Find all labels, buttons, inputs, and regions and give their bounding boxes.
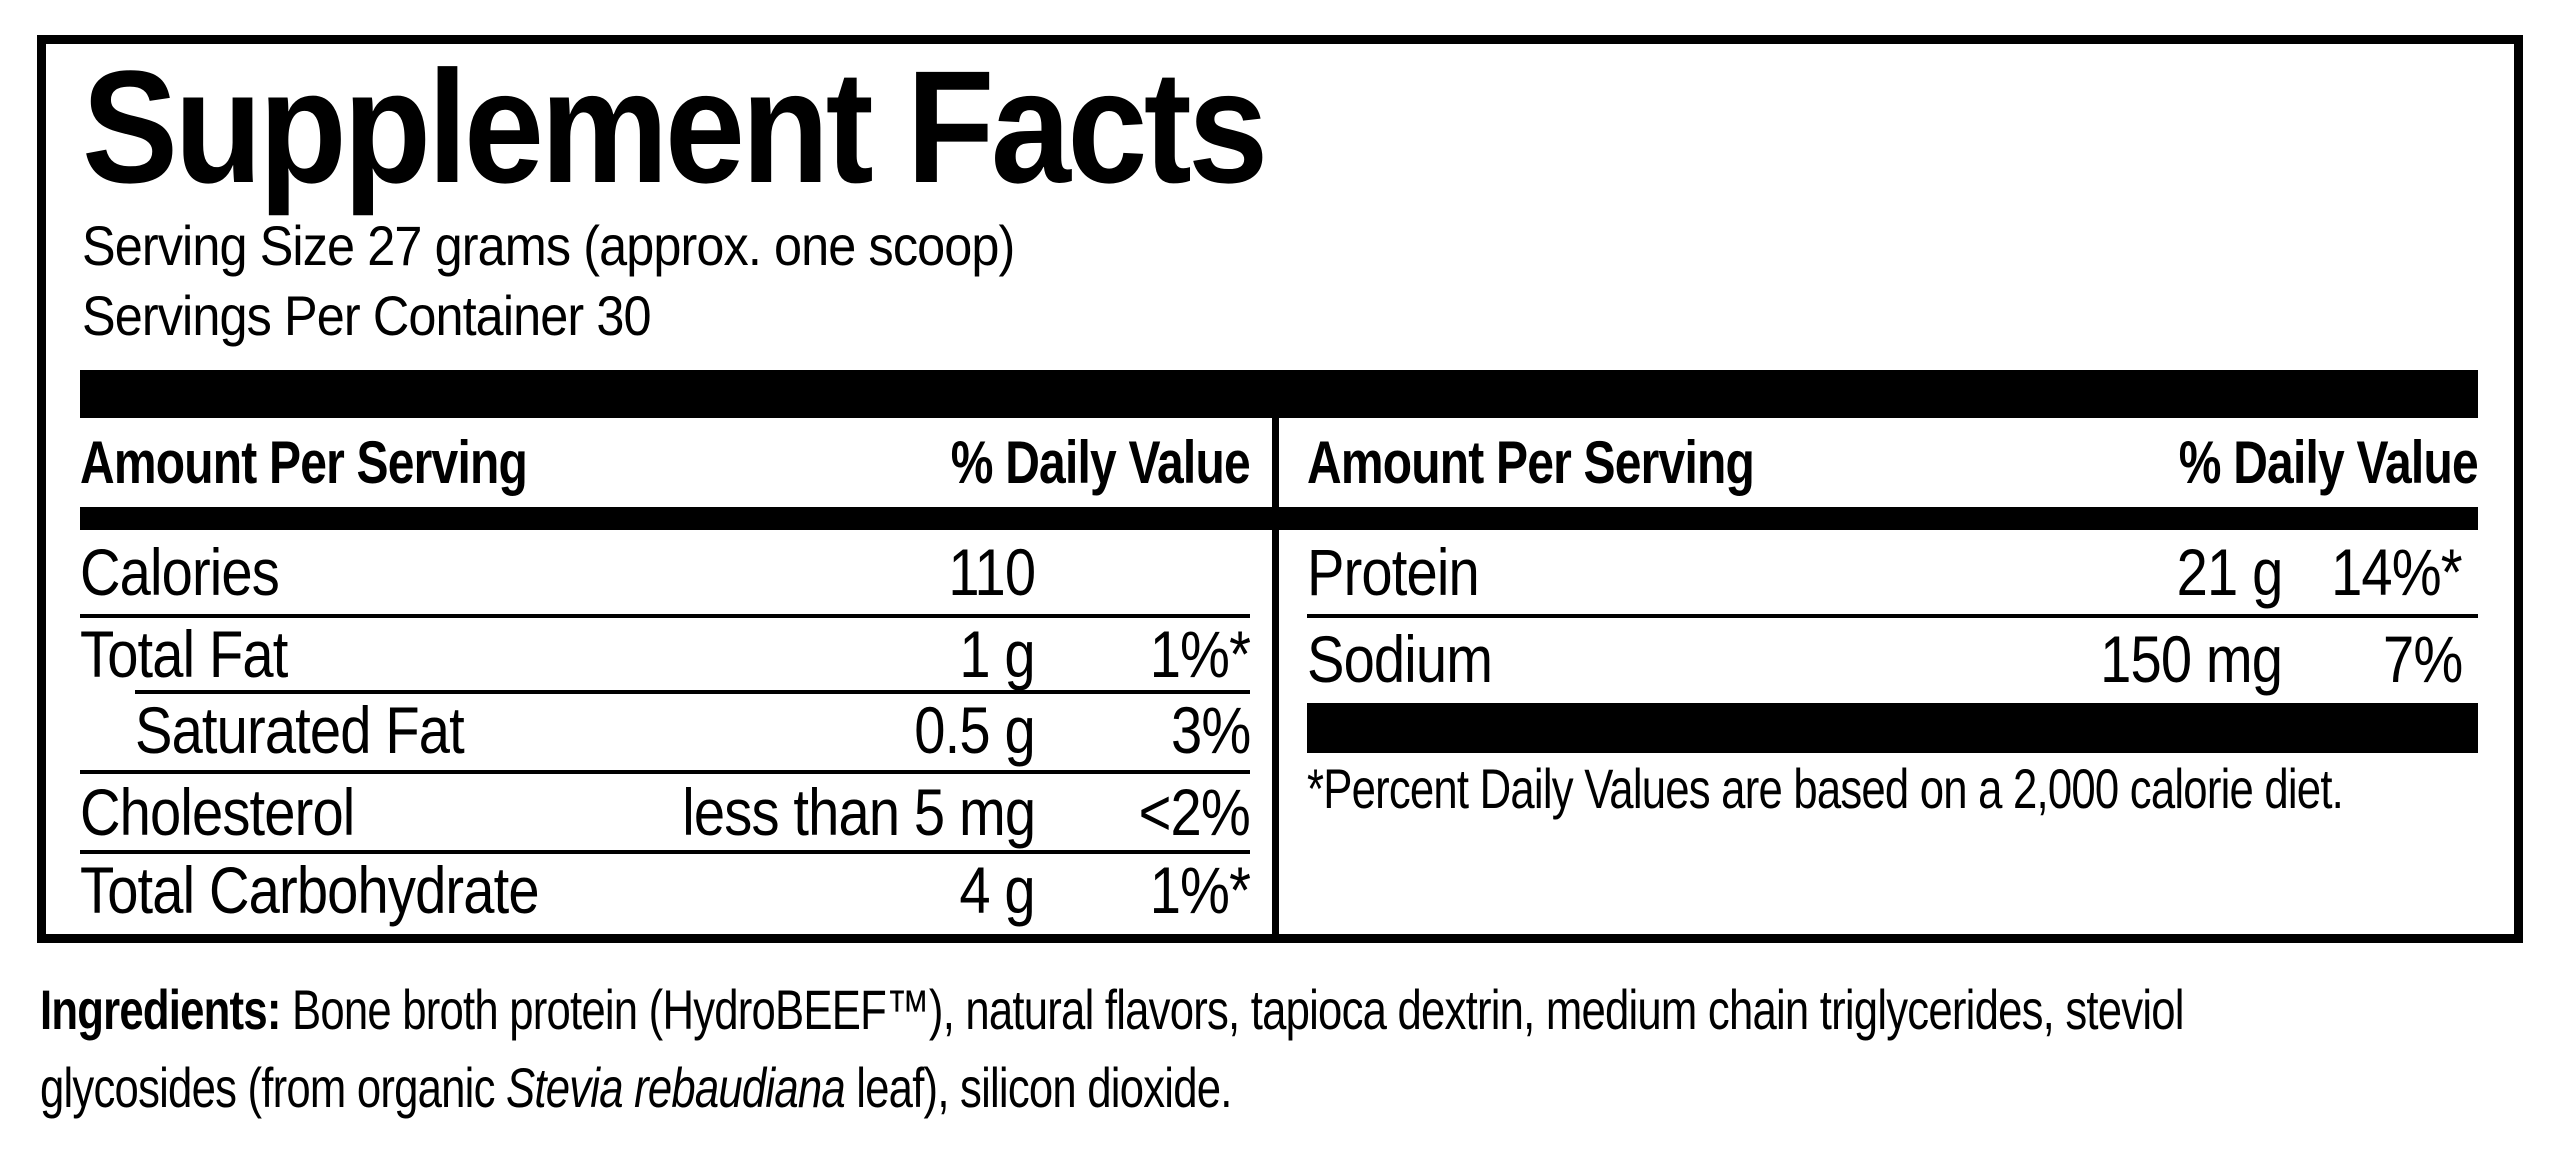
- ingredients-line-2: glycosides (from organic Stevia rebaudia…: [40, 1056, 1232, 1119]
- nutrient-dv: 14%*: [2331, 535, 2463, 609]
- top-black-bar: [80, 370, 2478, 418]
- column-divider: [1272, 418, 1279, 934]
- nutrient-row-total-carbohydrate: Total Carbohydrate 4 g 1%*: [80, 850, 1251, 927]
- ingredients-lead: Ingredients:: [40, 978, 281, 1041]
- nutrient-name: Saturated Fat: [135, 693, 465, 767]
- nutrient-name: Total Fat: [80, 617, 288, 691]
- nutrient-row-total-fat: Total Fat 1 g 1%*: [80, 614, 1251, 691]
- nutrient-amount: 150 mg: [2099, 622, 2283, 696]
- nutrient-amount: 4 g: [959, 853, 1036, 927]
- nutrient-amount: 21 g: [2176, 535, 2283, 609]
- nutrient-name: Calories: [80, 535, 280, 609]
- servings-per-container-line: Servings Per Container 30: [82, 284, 652, 347]
- daily-value-header: % Daily Value: [950, 429, 1251, 496]
- nutrient-row-sodium: Sodium 150 mg 7%: [1307, 614, 2478, 700]
- nutrient-dv: 1%*: [1149, 617, 1251, 691]
- serving-info: Serving Size 27 grams (approx. one scoop…: [82, 211, 1118, 351]
- nutrient-dv: 7%: [2382, 622, 2463, 696]
- amount-per-serving-header: Amount Per Serving: [80, 429, 528, 496]
- nutrient-dv: <2%: [1138, 775, 1251, 849]
- nutrient-amount: 110: [948, 535, 1036, 609]
- left-column-header: Amount Per Serving % Daily Value: [80, 418, 1251, 507]
- supplement-facts-panel: Supplement Facts Serving Size 27 grams (…: [37, 35, 2523, 943]
- nutrient-amount: less than 5 mg: [682, 775, 1036, 849]
- latin-species-name: Stevia rebaudiana: [506, 1056, 846, 1119]
- left-nutrition-column: Amount Per Serving % Daily Value Calorie…: [80, 418, 1251, 934]
- daily-value-footnote: *Percent Daily Values are based on a 2,0…: [1307, 757, 2344, 820]
- nutrient-amount: 0.5 g: [914, 693, 1035, 767]
- ingredients-line-1: Ingredients: Bone broth protein (HydroBE…: [40, 978, 2185, 1041]
- nutrient-amount: 1 g: [959, 617, 1036, 691]
- nutrition-columns: Amount Per Serving % Daily Value Calorie…: [80, 418, 2479, 934]
- header-underline-bar: [80, 507, 2478, 530]
- right-nutrition-column: Amount Per Serving % Daily Value Protein…: [1307, 418, 2479, 934]
- nutrient-name: Cholesterol: [80, 775, 355, 849]
- nutrient-dv: 3%: [1170, 693, 1251, 767]
- nutrient-name: Total Carbohydrate: [80, 853, 540, 927]
- nutrient-name: Sodium: [1307, 622, 1493, 696]
- daily-value-header: % Daily Value: [2178, 429, 2479, 496]
- amount-per-serving-header: Amount Per Serving: [1307, 429, 1755, 496]
- nutrient-row-protein: Protein 21 g 14%*: [1307, 530, 2478, 614]
- nutrient-name: Protein: [1307, 535, 1480, 609]
- right-column-header: Amount Per Serving % Daily Value: [1307, 418, 2479, 507]
- page-title-text: Supplement Facts: [82, 37, 1268, 216]
- footnote-black-bar: [1307, 703, 2478, 753]
- ingredients-paragraph: Ingredients: Bone broth protein (HydroBE…: [40, 971, 2560, 1127]
- serving-size-line: Serving Size 27 grams (approx. one scoop…: [82, 214, 1015, 277]
- nutrient-dv: 1%*: [1149, 853, 1251, 927]
- nutrient-dv: [1035, 534, 1250, 610]
- page-title: Supplement Facts: [82, 47, 1396, 207]
- nutrient-row-calories: Calories 110: [80, 530, 1250, 614]
- nutrient-row-cholesterol: Cholesterol less than 5 mg <2%: [80, 770, 1251, 850]
- nutrient-row-saturated-fat: Saturated Fat 0.5 g 3%: [80, 690, 1251, 770]
